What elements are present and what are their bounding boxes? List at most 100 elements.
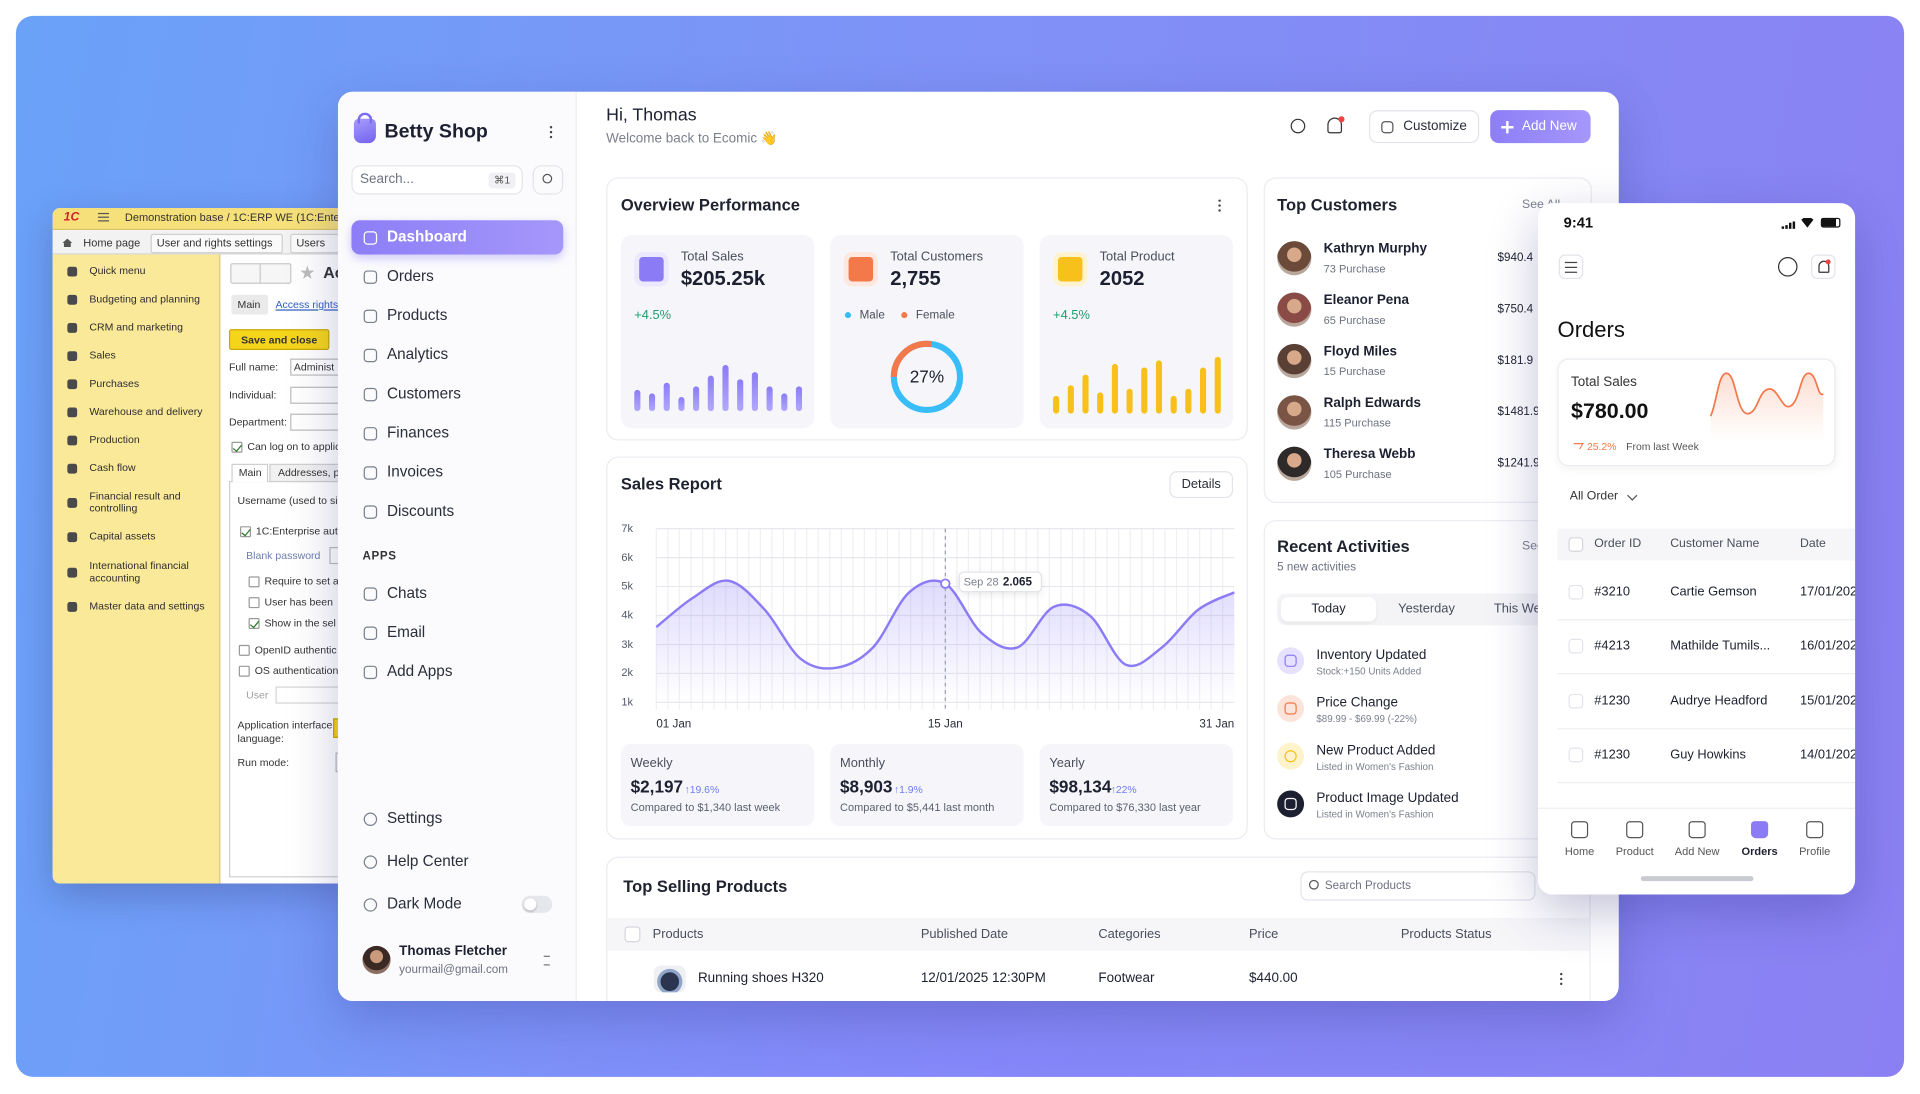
check-mark (240, 526, 251, 537)
nav-item[interactable]: Analytics (386, 345, 449, 363)
kebab-dot[interactable] (1560, 977, 1563, 981)
nav-icon[interactable] (1751, 821, 1769, 839)
checkbox[interactable] (1568, 638, 1584, 654)
nav-item[interactable]: Finances (386, 424, 450, 442)
checkbox[interactable] (247, 617, 259, 629)
active-tab[interactable] (1280, 597, 1377, 622)
search-icon[interactable] (1290, 118, 1306, 134)
kebab-dot[interactable] (1560, 982, 1563, 986)
button-label[interactable]: Add New (1522, 118, 1577, 134)
nav-label[interactable]: Product (1615, 845, 1654, 858)
summary-box (620, 744, 815, 826)
save-button[interactable] (228, 329, 330, 350)
active-nav[interactable] (351, 220, 564, 255)
nav-label[interactable]: Orders (1741, 845, 1778, 858)
menu-item[interactable]: Purchases (89, 376, 140, 390)
nav-item[interactable]: Products (386, 306, 448, 324)
nav-icon[interactable] (1571, 821, 1589, 839)
checkbox[interactable] (1568, 584, 1584, 600)
bell-button[interactable] (1811, 254, 1836, 280)
customer-amount: $750.4 (1497, 302, 1534, 317)
menu-item[interactable]: Sales (89, 348, 116, 362)
kebab-dot[interactable] (549, 130, 553, 134)
stat-value: 2052 (1099, 268, 1145, 291)
tooltip-date: Sep 28 (963, 575, 999, 588)
nav-label[interactable]: Home (1564, 845, 1595, 858)
menu-item[interactable]: Warehouse and delivery (89, 405, 203, 418)
icon (363, 625, 377, 640)
menu-item[interactable]: CRM and marketing (89, 320, 183, 333)
nav-item[interactable]: Help Center (386, 852, 469, 870)
checkbox[interactable] (230, 441, 242, 453)
menu-button[interactable] (1558, 254, 1584, 280)
checkbox[interactable] (1568, 693, 1584, 709)
nav-icon[interactable] (1688, 821, 1706, 839)
checkbox[interactable] (239, 525, 251, 537)
checkbox[interactable] (247, 596, 259, 608)
tab-label[interactable]: Yesterday (1398, 601, 1455, 617)
kebab-dot[interactable] (1218, 204, 1222, 208)
nav-item[interactable]: Discounts (386, 502, 455, 520)
menu-item[interactable]: Quick menu (89, 264, 146, 277)
menu-item[interactable]: Capital assets (89, 529, 156, 543)
checkbox[interactable] (238, 665, 250, 677)
nav-item[interactable]: Chats (386, 584, 427, 602)
kebab-dot[interactable] (1218, 209, 1222, 213)
button-label[interactable]: Save and close (241, 333, 318, 346)
nav-item[interactable]: Dark Mode (386, 895, 462, 913)
kebab-dot[interactable] (549, 135, 553, 139)
activity-icon (1277, 647, 1305, 675)
checkbox[interactable] (247, 575, 259, 587)
nav-item[interactable]: Dashboard (386, 228, 467, 246)
search-icon (1308, 879, 1319, 890)
search-box[interactable] (1300, 871, 1536, 901)
form-tab-label[interactable]: Main (237, 298, 261, 311)
nav-item[interactable]: Invoices (386, 463, 444, 481)
icon (1381, 120, 1394, 133)
nav-item[interactable]: Add Apps (386, 662, 453, 680)
tab-label[interactable]: Addresses, p (277, 466, 340, 479)
menu-icon (97, 216, 109, 219)
nav-item[interactable]: Orders (386, 267, 434, 285)
kebab-dot[interactable] (1560, 972, 1563, 976)
legend-dot (844, 312, 852, 319)
bell-icon[interactable] (1327, 117, 1343, 134)
nav-label[interactable]: Profile (1799, 845, 1831, 858)
kebab-dot[interactable] (1218, 199, 1222, 203)
menu-item[interactable]: International financial accounting (89, 559, 189, 584)
menu-icon (67, 463, 78, 474)
menu-item[interactable]: Financial result and controlling (89, 489, 181, 514)
filter-dropdown[interactable]: All Order (1569, 489, 1619, 503)
nav-item[interactable]: Settings (386, 809, 443, 827)
tab-label[interactable]: Main (238, 466, 262, 479)
checkbox[interactable] (1568, 537, 1584, 552)
customize-button[interactable] (1368, 110, 1480, 144)
link[interactable]: Access rights (275, 298, 339, 311)
tab[interactable] (150, 233, 283, 254)
nav-buttons[interactable] (230, 263, 292, 284)
nav-item[interactable]: Customers (386, 384, 461, 402)
nav-item[interactable]: Email (386, 623, 426, 641)
kebab-dot[interactable] (549, 126, 553, 129)
search-button[interactable] (1777, 256, 1798, 277)
checkbox[interactable] (238, 644, 250, 656)
menu-item[interactable]: Production (89, 433, 140, 446)
nav-label[interactable]: Add New (1674, 845, 1720, 858)
menu-icon (97, 220, 109, 222)
column-header: Categories (1098, 926, 1161, 942)
menu-item[interactable]: Master data and settings (89, 599, 205, 612)
search-button[interactable] (532, 165, 564, 195)
details-button[interactable] (1169, 471, 1234, 499)
tab-label[interactable]: Today (1311, 601, 1346, 617)
checkbox[interactable] (624, 926, 641, 943)
button-label[interactable]: Details (1181, 476, 1221, 492)
menu-item[interactable]: Cash flow (89, 461, 136, 474)
nav-icon[interactable] (1626, 821, 1644, 839)
donut-label: 27% (909, 366, 945, 387)
checkbox[interactable] (1568, 747, 1584, 763)
menu-item[interactable]: Budgeting and planning (89, 292, 200, 305)
cell: Cartie Gemson (1670, 584, 1757, 600)
cell: $440.00 (1248, 970, 1298, 986)
button-label[interactable]: Customize (1403, 118, 1467, 134)
nav-icon[interactable] (1806, 821, 1824, 839)
